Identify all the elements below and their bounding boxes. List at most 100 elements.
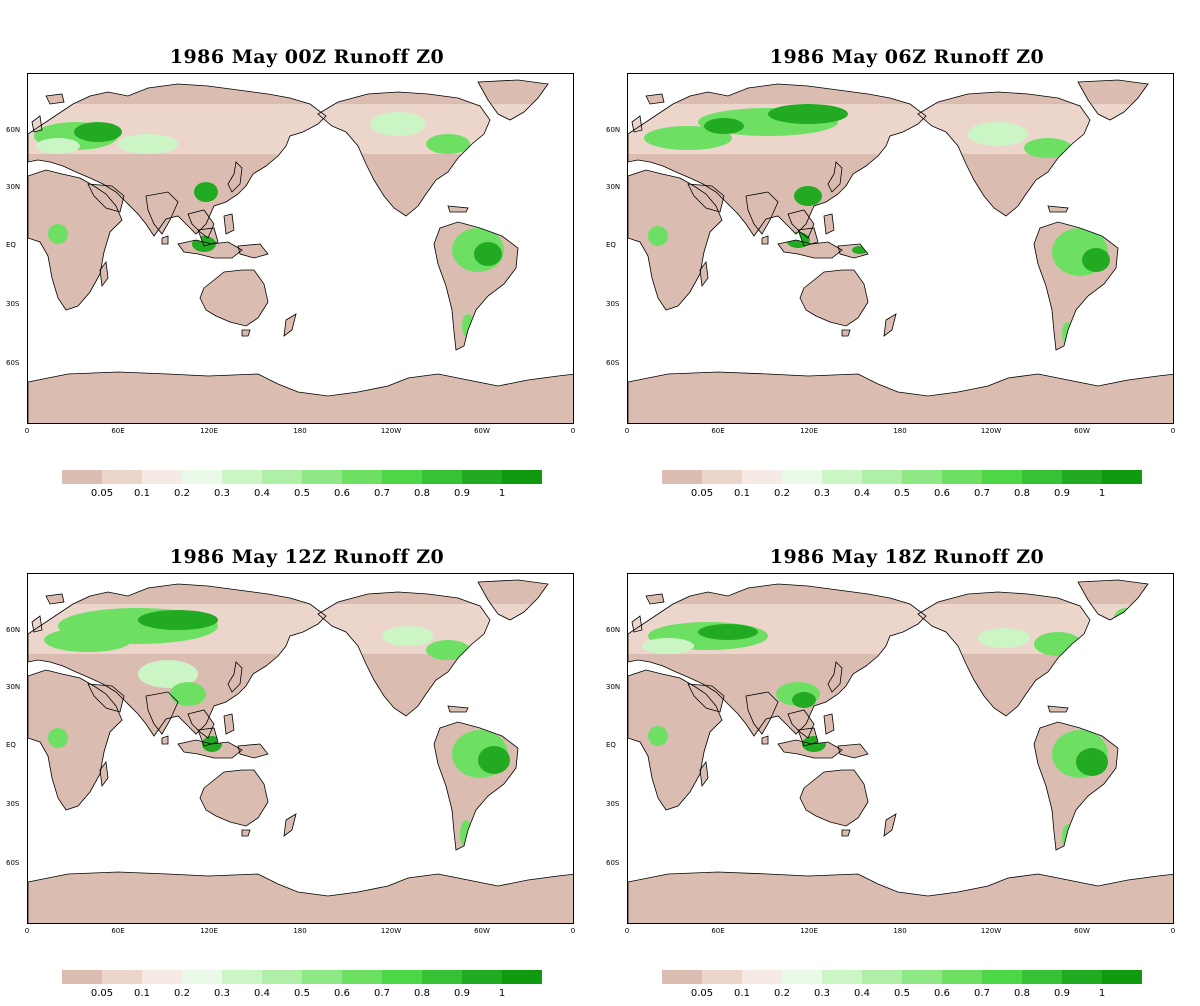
coastline-indonesia xyxy=(177,739,243,759)
colorbar-label: 0.8 xyxy=(414,488,430,499)
coastline-arabia xyxy=(87,683,125,713)
lon-tick-label: 0 xyxy=(624,427,630,435)
coastline-borneo xyxy=(797,727,819,747)
lon-tick-label: 180 xyxy=(293,927,307,935)
coastline-madagascar xyxy=(699,260,709,288)
coastline-samerica xyxy=(433,221,519,351)
colorbar-swatch xyxy=(902,470,942,484)
lat-tick-label: 60N xyxy=(606,126,621,134)
colorbar-label: 0.8 xyxy=(1014,988,1030,999)
coastline-japan xyxy=(227,161,243,193)
colorbar-swatch xyxy=(942,970,982,984)
lon-tick-label: 120E xyxy=(200,427,218,435)
coastline-namerica xyxy=(317,91,491,217)
colorbar-swatch xyxy=(422,970,462,984)
runoff-patch xyxy=(74,122,122,142)
colorbar-swatch xyxy=(942,470,982,484)
coastline-india xyxy=(145,691,179,735)
landmass-tasmania xyxy=(842,330,850,336)
world-map xyxy=(28,579,573,923)
landmass-japan xyxy=(228,162,242,192)
runoff-patch xyxy=(792,692,816,708)
lat-tick-label: 30S xyxy=(6,800,20,808)
coastline-namerica xyxy=(317,591,491,717)
coastline-uk xyxy=(631,615,643,633)
lat-tick-label: 30N xyxy=(606,183,621,191)
colorbar-swatch xyxy=(862,470,902,484)
colorbar-swatch xyxy=(62,970,102,984)
coastline-srilanka xyxy=(161,735,169,745)
coastline-antarctica xyxy=(628,371,1173,423)
lon-tick-label: 0 xyxy=(24,927,30,935)
colorbar-label: 0.9 xyxy=(1054,988,1070,999)
lat-tick-label: 60S xyxy=(6,359,20,367)
coastline-japan xyxy=(827,661,843,693)
coastline-tasmania xyxy=(841,329,851,337)
lat-tick-label: 30N xyxy=(606,683,621,691)
runoff-patch xyxy=(44,628,132,652)
landmass-philippines xyxy=(824,714,834,734)
coastline-seasia xyxy=(787,709,815,739)
coastline-seasia xyxy=(187,209,215,239)
coastline-philippines xyxy=(223,713,235,735)
colorbar-label: 0.2 xyxy=(174,988,190,999)
colorbar-label: 0.8 xyxy=(1014,488,1030,499)
colorbar-swatch xyxy=(382,970,422,984)
runoff-patch xyxy=(474,242,502,266)
colorbar-labels: 0.05 0.1 0.2 0.3 0.4 0.5 0.6 0.7 0.8 0.9 1 xyxy=(662,988,1142,1000)
landmass-iceland xyxy=(46,594,64,604)
coastline-namerica xyxy=(917,591,1091,717)
colorbar-swatch xyxy=(302,970,342,984)
runoff-patch xyxy=(426,640,470,660)
coastline-newguinea xyxy=(237,243,269,259)
colorbar-label: 0.9 xyxy=(454,988,470,999)
lat-tick-label: EQ xyxy=(6,241,16,249)
colorbar-label: 0.1 xyxy=(134,488,150,499)
colorbar xyxy=(62,970,542,984)
colorbar-swatch xyxy=(1102,470,1142,484)
colorbar-label: 0.4 xyxy=(254,488,270,499)
runoff-patch xyxy=(1082,248,1110,272)
landmass-newguinea xyxy=(238,744,268,758)
coastline-arabia xyxy=(687,183,725,213)
coastline-newguinea xyxy=(837,243,869,259)
coastline-greenland xyxy=(477,579,549,621)
lat-tick-label: 60S xyxy=(6,859,20,867)
landmass-japan xyxy=(828,662,842,692)
colorbar-swatch xyxy=(742,970,782,984)
coastline-japan xyxy=(227,661,243,693)
runoff-patch xyxy=(194,182,218,202)
lon-tick-label: 0 xyxy=(1170,427,1176,435)
colorbar-label: 0.4 xyxy=(854,488,870,499)
colorbar-swatch xyxy=(142,470,182,484)
coastline-antarctica xyxy=(28,371,573,423)
coastline-srilanka xyxy=(761,235,769,245)
landmass-japan xyxy=(828,162,842,192)
lat-tick-label: 60N xyxy=(606,626,621,634)
lat-tick-label: 60S xyxy=(606,859,620,867)
lon-tick-label: 120W xyxy=(980,427,1002,435)
runoff-patch xyxy=(170,682,206,706)
landmass-iceland xyxy=(646,94,664,104)
colorbar-swatch xyxy=(982,970,1022,984)
lat-tick-label: EQ xyxy=(606,241,616,249)
lon-tick-label: 180 xyxy=(293,427,307,435)
lon-tick-label: 60W xyxy=(474,427,490,435)
colorbar-swatch xyxy=(822,970,862,984)
coastline-philippines xyxy=(223,213,235,235)
coastline-japan xyxy=(827,161,843,193)
landmass-philippines xyxy=(824,214,834,234)
lat-tick-label: EQ xyxy=(6,741,16,749)
coastline-iceland xyxy=(645,593,665,605)
landmass-iceland xyxy=(646,594,664,604)
colorbar-label: 0.7 xyxy=(974,488,990,499)
runoff-patch xyxy=(1062,824,1074,852)
coastline-borneo xyxy=(197,227,219,247)
runoff-patch xyxy=(36,138,80,154)
coastline-iceland xyxy=(45,93,65,105)
colorbar xyxy=(62,470,542,484)
map-frame xyxy=(27,73,574,424)
coastline-samerica xyxy=(1033,221,1119,351)
runoff-patch xyxy=(1076,748,1108,776)
lon-tick-label: 120W xyxy=(380,927,402,935)
